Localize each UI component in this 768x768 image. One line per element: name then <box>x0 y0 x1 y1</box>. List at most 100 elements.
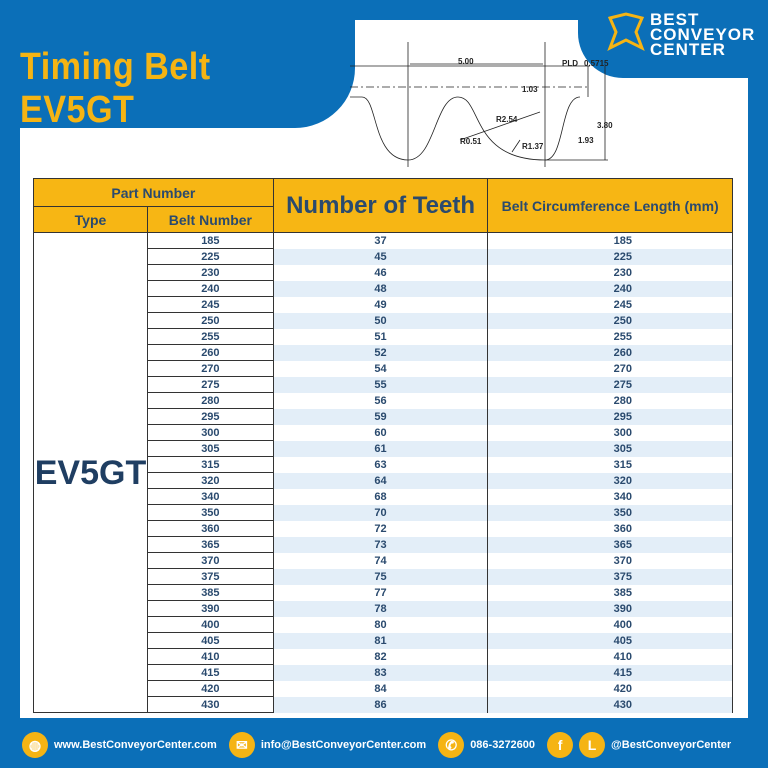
length-cell: 390 <box>487 600 733 617</box>
length-cell: 370 <box>487 552 733 569</box>
teeth-cell: 49 <box>272 296 489 313</box>
table-row: 315 63 315 <box>34 456 733 473</box>
length-cell: 270 <box>487 360 733 377</box>
length-cell: 375 <box>487 568 733 585</box>
header-length: Belt Circumference Length (mm) <box>487 178 733 233</box>
length-cell: 185 <box>487 232 733 249</box>
line-icon[interactable]: L <box>579 732 606 758</box>
belt-number-cell: 415 <box>146 664 274 681</box>
length-cell: 385 <box>487 584 733 601</box>
dim-total-height: 3.80 <box>597 121 613 130</box>
belt-number-cell: 185 <box>146 232 274 249</box>
belt-number-cell: 305 <box>146 440 274 457</box>
belt-number-cell: 225 <box>146 248 274 265</box>
teeth-cell: 54 <box>272 360 489 377</box>
belt-number-cell: 390 <box>146 600 274 617</box>
belt-number-cell: 375 <box>146 568 274 585</box>
table-row: 230 46 230 <box>34 264 733 281</box>
belt-number-cell: 410 <box>146 648 274 665</box>
type-cell: EV5GT <box>33 232 148 713</box>
belt-number-cell: 270 <box>146 360 274 377</box>
phone-number[interactable]: 086-3272600 <box>470 739 536 751</box>
belt-spec-table: Part Number Number of Teeth Belt Circumf… <box>33 178 733 713</box>
length-cell: 245 <box>487 296 733 313</box>
belt-number-cell: 365 <box>146 536 274 553</box>
dim-offset: 1.03 <box>522 85 538 94</box>
length-cell: 365 <box>487 536 733 553</box>
teeth-cell: 37 <box>272 232 489 249</box>
teeth-cell: 63 <box>272 456 489 473</box>
table-row: 400 80 400 <box>34 616 733 633</box>
belt-number-cell: 385 <box>146 584 274 601</box>
globe-icon: ◍ <box>22 732 48 758</box>
table-row: 240 48 240 <box>34 280 733 297</box>
length-cell: 415 <box>487 664 733 681</box>
table-row: 365 73 365 <box>34 536 733 553</box>
table-row: 410 82 410 <box>34 648 733 665</box>
footer-contact-bar: ◍ www.BestConveyorCenter.com ✉ info@Best… <box>0 730 768 760</box>
belt-number-cell: 320 <box>146 472 274 489</box>
length-cell: 225 <box>487 248 733 265</box>
facebook-icon[interactable]: f <box>547 732 574 758</box>
teeth-cell: 59 <box>272 408 489 425</box>
teeth-cell: 74 <box>272 552 489 569</box>
table-row: 385 77 385 <box>34 584 733 601</box>
length-cell: 240 <box>487 280 733 297</box>
belt-number-cell: 400 <box>146 616 274 633</box>
belt-number-cell: 230 <box>146 264 274 281</box>
table-row: 370 74 370 <box>34 552 733 569</box>
table-row: 350 70 350 <box>34 504 733 521</box>
teeth-cell: 78 <box>272 600 489 617</box>
length-cell: 350 <box>487 504 733 521</box>
table-row: 305 61 305 <box>34 440 733 457</box>
logo-line2: CONVEYOR <box>650 25 756 44</box>
social-handle[interactable]: @BestConveyorCenter <box>611 739 732 751</box>
teeth-cell: 72 <box>272 520 489 537</box>
mail-icon: ✉ <box>228 732 255 758</box>
length-cell: 295 <box>487 408 733 425</box>
email-link[interactable]: info@BestConveyorCenter.com <box>260 739 427 751</box>
length-cell: 260 <box>487 344 733 361</box>
website-link[interactable]: www.BestConveyorCenter.com <box>54 739 217 751</box>
phone-icon: ✆ <box>438 732 465 758</box>
table-row: 225 45 225 <box>34 248 733 265</box>
table-row: EV5GT 185 37 185 <box>33 232 733 713</box>
teeth-cell: 73 <box>272 536 489 553</box>
length-cell: 400 <box>487 616 733 633</box>
table-row: 260 52 260 <box>34 344 733 361</box>
logo-line1: BEST <box>650 10 700 29</box>
teeth-cell: 46 <box>272 264 489 281</box>
table-row: 415 83 415 <box>34 664 733 681</box>
table-row: 275 55 275 <box>34 376 733 393</box>
logo-icon <box>607 12 645 52</box>
header-belt-number: Belt Number <box>146 206 274 233</box>
teeth-cell: 83 <box>272 664 489 681</box>
table-row: 300 60 300 <box>34 424 733 441</box>
table-row: 295 59 295 <box>34 408 733 425</box>
teeth-cell: 81 <box>272 632 489 649</box>
belt-number-cell: 360 <box>146 520 274 537</box>
length-cell: 250 <box>487 312 733 329</box>
belt-number-cell: 255 <box>146 328 274 345</box>
table-row: 375 75 375 <box>34 568 733 585</box>
belt-number-cell: 430 <box>146 696 274 713</box>
table-row: 255 51 255 <box>34 328 733 345</box>
table-row: 430 86 430 <box>34 696 733 713</box>
belt-number-cell: 260 <box>146 344 274 361</box>
length-cell: 315 <box>487 456 733 473</box>
table-row: 420 84 420 <box>34 680 733 697</box>
belt-number-cell: 350 <box>146 504 274 521</box>
belt-number-cell: 275 <box>146 376 274 393</box>
table-row: 405 81 405 <box>34 632 733 649</box>
belt-number-cell: 240 <box>146 280 274 297</box>
teeth-cell: 52 <box>272 344 489 361</box>
teeth-cell: 80 <box>272 616 489 633</box>
teeth-cell: 77 <box>272 584 489 601</box>
teeth-cell: 70 <box>272 504 489 521</box>
teeth-cell: 48 <box>272 280 489 297</box>
length-cell: 275 <box>487 376 733 393</box>
length-cell: 360 <box>487 520 733 537</box>
length-cell: 255 <box>487 328 733 345</box>
length-cell: 280 <box>487 392 733 409</box>
belt-profile-diagram: 5.00 PLD 0.5715 1.03 R2.54 R0.51 R1.37 1… <box>350 42 613 167</box>
